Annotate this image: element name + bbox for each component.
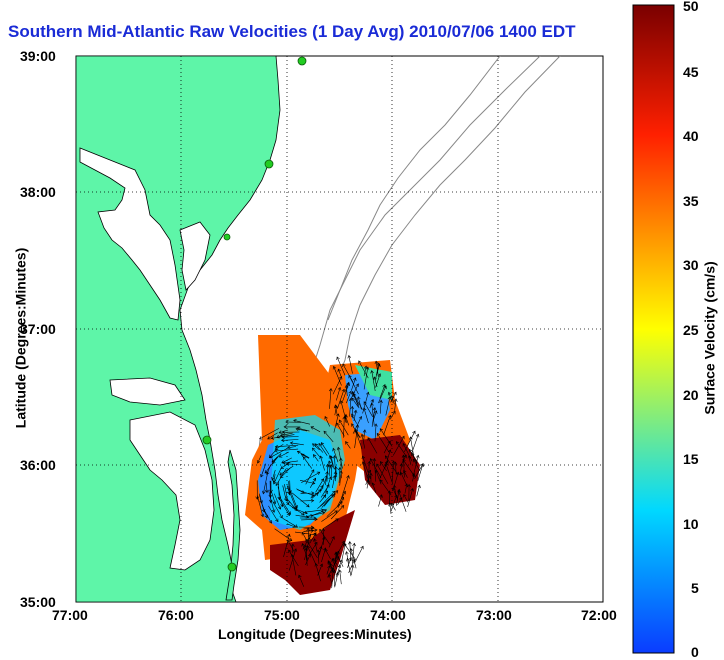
x-tick-label: 72:00: [581, 607, 617, 623]
radar-station: [228, 563, 236, 571]
y-tick-label: 38:00: [20, 184, 56, 200]
colorbar-tick-label: 35: [683, 193, 699, 209]
colorbar-tick-label: 40: [683, 128, 699, 144]
radar-station: [265, 160, 273, 168]
radar-station: [224, 234, 230, 240]
x-tick-label: 74:00: [370, 607, 406, 623]
colorbar-tick-label: 10: [683, 516, 699, 532]
colorbar-label: Surface Velocity (cm/s): [701, 261, 717, 414]
y-tick-label: 35:00: [20, 594, 56, 610]
colorbar-tick-label: 25: [683, 322, 699, 338]
colorbar-tick-label: 30: [683, 257, 699, 273]
colorbar-tick-label: 0: [691, 644, 699, 660]
colorbar-tick-label: 50: [683, 0, 699, 14]
x-axis-label: Longitude (Degrees:Minutes): [218, 626, 412, 642]
radar-station: [298, 57, 306, 65]
colorbar-tick-label: 45: [683, 64, 699, 80]
y-axis-label: Latitude (Degrees:Minutes): [12, 248, 28, 428]
colorbar-tick-label: 20: [683, 387, 699, 403]
x-tick-label: 75:00: [264, 607, 300, 623]
colorbar: [633, 5, 674, 653]
colorbar-tick-label: 5: [691, 580, 699, 596]
radar-station: [203, 436, 211, 444]
colorbar-tick-label: 15: [683, 451, 699, 467]
y-tick-label: 36:00: [20, 457, 56, 473]
x-tick-label: 77:00: [52, 607, 88, 623]
x-tick-label: 73:00: [476, 607, 512, 623]
x-tick-label: 76:00: [158, 607, 194, 623]
y-tick-label: 39:00: [20, 48, 56, 64]
